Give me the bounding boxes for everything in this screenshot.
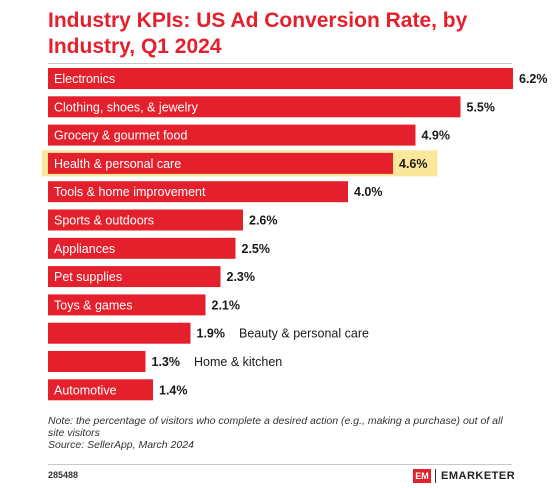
note-text: Note: the percentage of visitors who com… <box>48 415 503 439</box>
bar-chart: 6.2% Electronics 5.5% Clothing, shoes, & je… <box>42 68 548 401</box>
brand-logo: EM EMARKETER <box>413 466 515 486</box>
value-label: 1.3% <box>152 355 181 369</box>
category-label: Automotive <box>54 383 117 397</box>
category-label: Grocery & gourmet food <box>54 129 187 143</box>
bar <box>48 237 236 259</box>
bottom-divider <box>48 464 512 465</box>
brand-name: EMARKETER <box>441 470 516 482</box>
value-label: 2.1% <box>212 298 241 312</box>
bar <box>48 124 416 146</box>
category-label: Beauty & personal care <box>239 327 369 341</box>
category-label: Electronics <box>54 72 115 86</box>
brand-mark-icon: EM <box>413 469 431 483</box>
value-label: 4.9% <box>422 129 451 143</box>
bar <box>48 294 206 316</box>
value-label: 2.6% <box>249 214 278 228</box>
category-label: Health & personal care <box>54 157 181 171</box>
category-label: Clothing, shoes, & jewelry <box>54 100 199 114</box>
category-label: Appliances <box>54 242 115 256</box>
category-label: Toys & games <box>54 298 133 312</box>
bar <box>48 351 146 372</box>
category-label: Home & kitchen <box>194 355 282 369</box>
value-label: 2.5% <box>242 242 271 256</box>
bar <box>48 379 153 401</box>
footnote: Note: the percentage of visitors who com… <box>48 415 518 451</box>
bar <box>48 209 243 231</box>
chart-title: Industry KPIs: US Ad Conversion Rate, by… <box>48 9 468 58</box>
chart-id: 285488 <box>48 470 79 480</box>
bar <box>48 181 348 203</box>
category-label: Pet supplies <box>54 270 122 284</box>
value-label: 4.6% <box>399 157 428 171</box>
value-label: 6.2% <box>519 72 548 86</box>
value-label: 1.4% <box>159 383 188 397</box>
value-label: 2.3% <box>227 270 256 284</box>
bar <box>48 266 221 288</box>
bar <box>48 96 461 118</box>
bar <box>48 322 191 344</box>
value-label: 5.5% <box>467 100 496 114</box>
category-label: Sports & outdoors <box>54 214 154 228</box>
bar <box>48 152 393 174</box>
value-label: 1.9% <box>197 327 226 341</box>
top-divider <box>48 63 512 64</box>
brand-separator <box>435 469 436 483</box>
category-label: Tools & home improvement <box>54 185 206 199</box>
bar <box>48 68 513 89</box>
source-text: Source: SellerApp, March 2024 <box>48 439 194 451</box>
value-label: 4.0% <box>354 185 383 199</box>
